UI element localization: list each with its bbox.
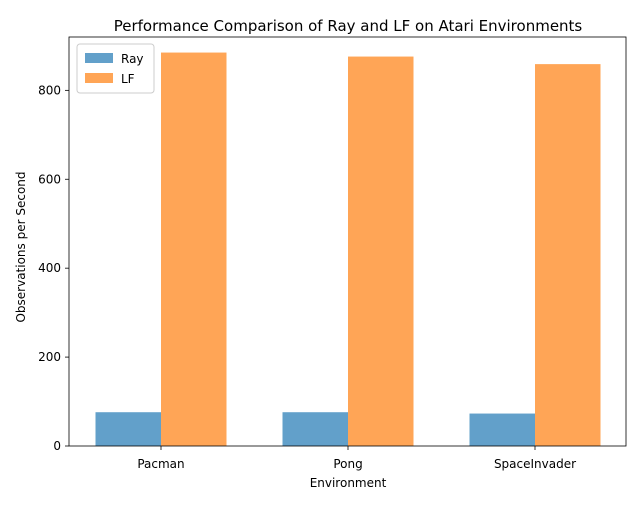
axes-frame (68, 36, 627, 447)
legend-label-lf: LF (121, 72, 135, 86)
bar-lf-pacman (161, 52, 227, 446)
x-tick-label: SpaceInvader (494, 457, 576, 471)
y-tick-label: 0 (53, 439, 61, 453)
bar-ray-pacman (95, 412, 161, 446)
legend-swatch-lf (85, 73, 113, 83)
y-tick-label: 400 (38, 261, 61, 275)
y-tick-label: 600 (38, 172, 61, 186)
bar-lf-pong (348, 56, 414, 446)
bar-ray-spaceinvader (469, 413, 535, 446)
x-tick-label: Pacman (137, 457, 184, 471)
legend-swatch-ray (85, 53, 113, 63)
legend: Ray LF (76, 43, 155, 94)
legend-label-ray: Ray (121, 52, 144, 66)
y-axis-label: Observations per Second (14, 171, 28, 322)
chart-title: Performance Comparison of Ray and LF on … (114, 17, 583, 35)
x-axis-label: Environment (310, 476, 387, 490)
bar-lf-spaceinvader (535, 64, 601, 447)
bar-ray-pong (282, 412, 348, 446)
plot-area: Pacman Pong SpaceInvader 0 200 400 600 800 (38, 36, 627, 471)
y-tick-label: 800 (38, 83, 61, 97)
y-tick-label: 200 (38, 350, 61, 364)
x-tick-label: Pong (333, 457, 362, 471)
